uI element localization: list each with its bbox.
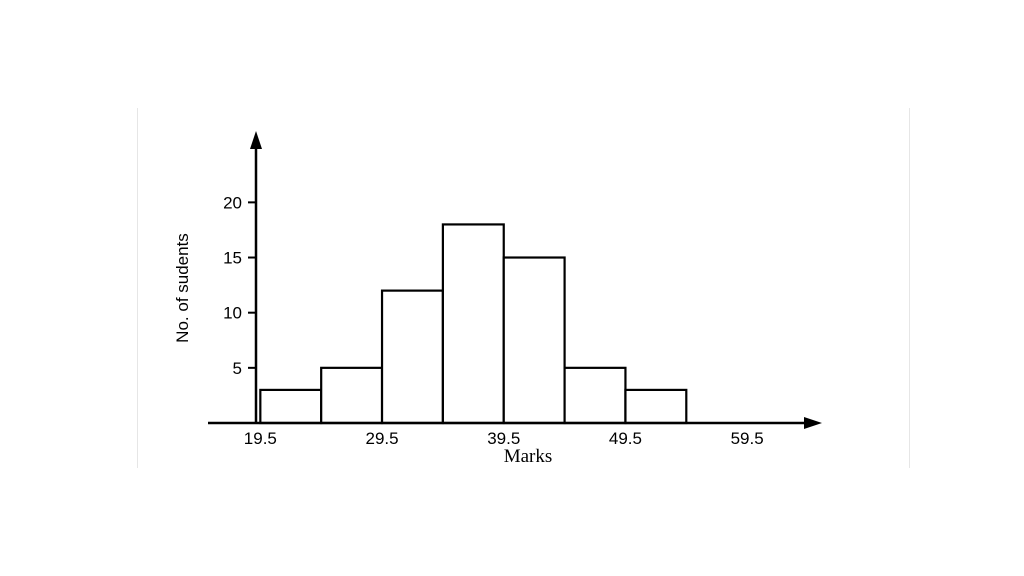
y-tick-label-20: 20	[223, 193, 242, 212]
x-axis-title: Marks	[504, 446, 553, 467]
x-ticks-group: 19.5 29.5 39.5 49.5 59.5	[244, 429, 764, 448]
x-tick-label-59.5: 59.5	[731, 429, 764, 448]
x-axis-arrow	[804, 417, 822, 429]
right-frame-line	[909, 108, 910, 468]
x-tick-label-19.5: 19.5	[244, 429, 277, 448]
y-axis-title: No. of sudents	[173, 233, 192, 343]
y-axis-arrow	[250, 131, 262, 149]
x-tick-label-49.5: 49.5	[609, 429, 642, 448]
bars-group	[259, 223, 688, 425]
histogram-bar-5	[502, 256, 566, 425]
y-ticks-group: 5 10 15 20	[223, 193, 256, 378]
histogram-bar-7	[624, 388, 688, 425]
y-tick-label-5: 5	[233, 359, 242, 378]
x-tick-label-29.5: 29.5	[365, 429, 398, 448]
histogram-bar-1	[259, 388, 323, 425]
y-tick-label-10: 10	[223, 304, 242, 323]
left-frame-line	[137, 108, 138, 468]
y-tick-label-15: 15	[223, 249, 242, 268]
histogram-bar-2	[320, 366, 384, 425]
histogram-bar-4	[441, 223, 505, 425]
x-tick-label-39.5: 39.5	[487, 429, 520, 448]
histogram-bar-6	[563, 366, 627, 425]
axes-group	[208, 131, 822, 429]
histogram-bar-3	[380, 289, 444, 425]
